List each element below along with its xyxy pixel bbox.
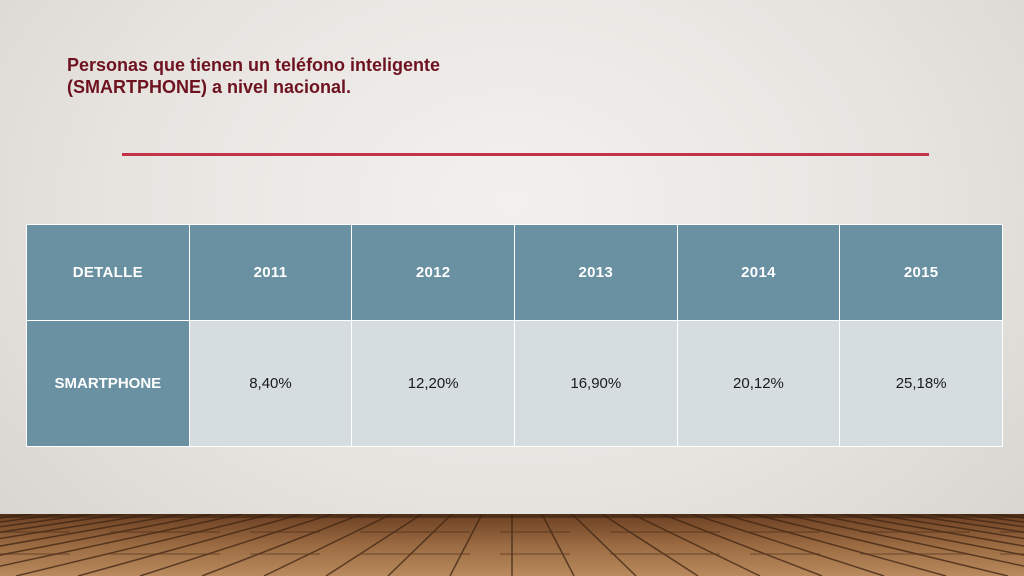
- cell-2014: 20,12%: [676, 320, 841, 447]
- plank-seam: [0, 514, 123, 533]
- plank-seam: [0, 514, 153, 540]
- plank-seam: [0, 514, 243, 567]
- plank-seam: [325, 514, 423, 576]
- plank-seam: [841, 514, 1024, 547]
- header-2015: 2015: [839, 224, 1003, 321]
- header-detalle: DETALLE: [26, 224, 190, 321]
- plank-seam: [631, 514, 761, 576]
- plank-seam: [77, 514, 303, 576]
- plank-seam: [931, 514, 1024, 528]
- plank-seam: [0, 514, 183, 547]
- plank-seam: [0, 514, 213, 556]
- plank-seam: [387, 514, 453, 576]
- plank-seam: [721, 514, 947, 576]
- plank-seam: [601, 514, 699, 576]
- plank-seam: [541, 514, 575, 576]
- slide-title: Personas que tienen un teléfono intelige…: [67, 54, 587, 98]
- cell-2011: 8,40%: [188, 320, 353, 447]
- title-underline: [122, 153, 929, 156]
- plank-seam: [691, 514, 885, 576]
- cell-2012: 12,20%: [351, 320, 515, 447]
- plank-seam: [201, 514, 363, 576]
- plank-seam: [0, 514, 93, 528]
- table-row: SMARTPHONE 8,40% 12,20% 16,90% 20,12% 25…: [26, 320, 1003, 447]
- plank-seam: [263, 514, 393, 576]
- table-header-row: DETALLE 2011 2012 2013 2014 2015: [26, 224, 1003, 321]
- plank-seam: [781, 514, 1024, 567]
- plank-seam: [571, 514, 637, 576]
- plank-seam: [139, 514, 333, 576]
- plank-seam: [661, 514, 823, 576]
- wood-floor-decoration: [0, 514, 1024, 576]
- plank-seam: [449, 514, 483, 576]
- plank-seam: [871, 514, 1024, 540]
- header-2014: 2014: [676, 224, 841, 321]
- plank-seam: [15, 514, 273, 576]
- cell-2015: 25,18%: [839, 320, 1003, 447]
- slide-title-line-2: (SMARTPHONE) a nivel nacional.: [67, 77, 352, 97]
- plank-seam: [751, 514, 1009, 576]
- row-label-smartphone: SMARTPHONE: [26, 320, 190, 447]
- plank-seam: [901, 514, 1024, 533]
- header-2013: 2013: [513, 224, 678, 321]
- smartphone-table: DETALLE 2011 2012 2013 2014 2015 SMARTPH…: [26, 224, 1003, 447]
- header-2012: 2012: [351, 224, 515, 321]
- cell-2013: 16,90%: [513, 320, 678, 447]
- header-2011: 2011: [188, 224, 353, 321]
- plank-seam: [811, 514, 1024, 556]
- slide-title-line-1: Personas que tienen un teléfono intelige…: [67, 55, 441, 75]
